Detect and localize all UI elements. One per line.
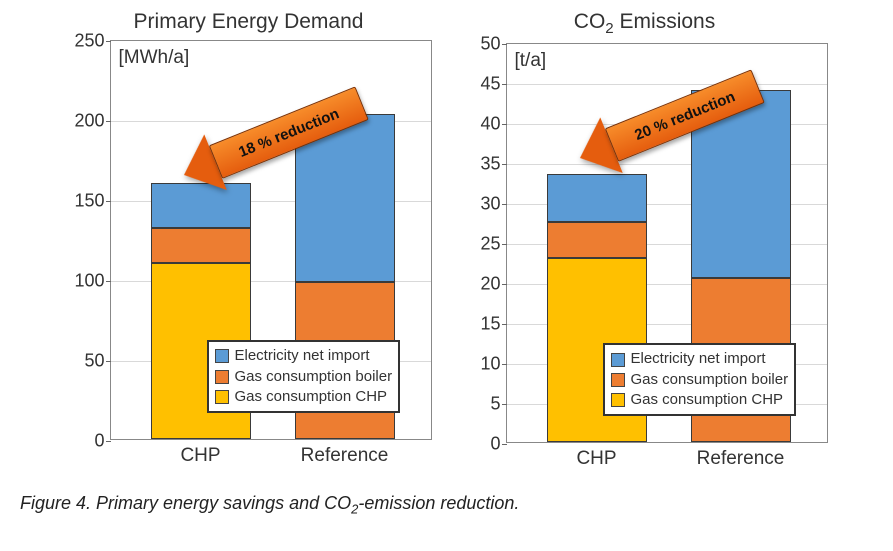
y-tick-mark <box>502 84 507 85</box>
y-tick-mark <box>502 404 507 405</box>
legend-swatch <box>215 349 229 363</box>
y-axis-pad-ped <box>66 40 110 440</box>
y-tick-mark <box>106 281 111 282</box>
y-tick-mark <box>502 164 507 165</box>
legend-swatch <box>611 373 625 387</box>
y-tick-mark <box>106 41 111 42</box>
y-tick-mark <box>502 204 507 205</box>
legend-item: Gas consumption CHP <box>611 390 789 410</box>
legend-label: Gas consumption boiler <box>235 367 393 387</box>
bar-segment-electricity <box>547 174 647 222</box>
chart-title-ped: Primary Energy Demand <box>66 10 432 34</box>
bar-segment-electricity <box>151 183 251 228</box>
charts-row: Primary Energy Demand [MWh/a] 0501001502… <box>20 10 873 443</box>
y-tick-mark <box>106 441 111 442</box>
legend-item: Gas consumption boiler <box>611 370 789 390</box>
x-category-label: Reference <box>301 439 389 467</box>
legend-item: Gas consumption CHP <box>215 387 393 407</box>
chart-panel-ped: Primary Energy Demand [MWh/a] 0501001502… <box>66 10 432 440</box>
y-tick-mark <box>502 324 507 325</box>
y-tick-mark <box>502 124 507 125</box>
bar-segment-gas_boiler <box>151 228 251 263</box>
legend-item: Electricity net import <box>611 349 789 369</box>
y-tick-mark <box>106 121 111 122</box>
legend-item: Electricity net import <box>215 346 393 366</box>
y-tick-mark <box>502 44 507 45</box>
y-tick-mark <box>502 364 507 365</box>
x-category-label: CHP <box>180 439 220 467</box>
plot-area-ped: [MWh/a] 050100150200250CHPReferenceElect… <box>111 41 431 439</box>
legend-label: Electricity net import <box>235 346 370 366</box>
x-category-label: CHP <box>576 442 616 470</box>
y-tick-mark <box>106 201 111 202</box>
y-tick-mark <box>502 444 507 445</box>
legend-swatch <box>215 370 229 384</box>
y-tick-mark <box>106 361 111 362</box>
unit-label-co2: [t/a] <box>515 50 547 72</box>
y-tick-mark <box>502 284 507 285</box>
legend-swatch <box>611 393 625 407</box>
legend-label: Gas consumption boiler <box>631 370 789 390</box>
chart-frame-co2: [t/a] 05101520253035404550CHPReferenceEl… <box>506 43 828 443</box>
chart-panel-co2: CO2 Emissions [t/a] 05101520253035404550… <box>462 10 828 443</box>
x-category-label: Reference <box>697 442 785 470</box>
figure-caption: Figure 4. Primary energy savings and CO2… <box>20 493 873 517</box>
legend-swatch <box>611 353 625 367</box>
bar-segment-electricity <box>295 114 395 282</box>
legend-item: Gas consumption boiler <box>215 367 393 387</box>
legend-label: Gas consumption CHP <box>631 390 784 410</box>
legend-label: Gas consumption CHP <box>235 387 388 407</box>
y-tick-mark <box>502 244 507 245</box>
legend: Electricity net importGas consumption bo… <box>603 343 797 416</box>
bar-segment-electricity <box>691 90 791 278</box>
legend-label: Electricity net import <box>631 349 766 369</box>
legend-swatch <box>215 390 229 404</box>
chart-title-co2: CO2 Emissions <box>462 10 828 37</box>
plot-area-co2: [t/a] 05101520253035404550CHPReferenceEl… <box>507 44 827 442</box>
bar-segment-gas_boiler <box>547 222 647 258</box>
legend: Electricity net importGas consumption bo… <box>207 340 401 413</box>
chart-frame-ped: [MWh/a] 050100150200250CHPReferenceElect… <box>110 40 432 440</box>
